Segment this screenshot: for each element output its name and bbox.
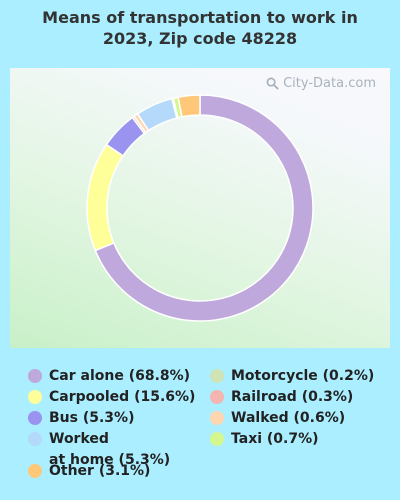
magnifier-icon bbox=[266, 77, 279, 90]
legend-label: Car alone (68.8%) bbox=[49, 368, 191, 384]
legend-swatch bbox=[28, 390, 42, 404]
legend-swatch bbox=[210, 411, 224, 425]
legend-swatch bbox=[28, 369, 42, 383]
legend-swatch bbox=[210, 390, 224, 404]
chart-title: Means of transportation to work in 2023,… bbox=[0, 7, 400, 49]
legend-swatch bbox=[28, 464, 42, 478]
slice-car-alone bbox=[94, 94, 314, 322]
legend-item-worked-at-home: Worked at home (5.3%) bbox=[28, 429, 170, 471]
legend-item-other: Other (3.1%) bbox=[28, 461, 150, 482]
legend-label: Bus (5.3%) bbox=[49, 410, 135, 426]
plot-area: City-Data.com bbox=[10, 68, 390, 348]
legend-item-taxi: Taxi (0.7%) bbox=[210, 429, 319, 450]
donut-chart bbox=[86, 94, 314, 322]
legend-swatch bbox=[28, 411, 42, 425]
legend-label: Worked at home (5.3%) bbox=[49, 431, 171, 468]
legend-item-carpooled: Carpooled (15.6%) bbox=[28, 387, 195, 408]
legend-label: Motorcycle (0.2%) bbox=[231, 368, 375, 384]
legend-label: Railroad (0.3%) bbox=[231, 389, 354, 405]
slice-carpooled bbox=[86, 143, 125, 252]
slice-other bbox=[177, 94, 201, 118]
legend-item-bus: Bus (5.3%) bbox=[28, 408, 134, 429]
legend-item-railroad: Railroad (0.3%) bbox=[210, 387, 353, 408]
legend-item-car-alone: Car alone (68.8%) bbox=[28, 366, 190, 387]
legend-label: Taxi (0.7%) bbox=[231, 431, 319, 447]
legend-label: Other (3.1%) bbox=[49, 463, 151, 479]
watermark-text: City-Data.com bbox=[283, 76, 376, 91]
legend-label: Walked (0.6%) bbox=[231, 410, 346, 426]
chart-title-line-2: 2023, Zip code 48228 bbox=[102, 29, 298, 48]
chart-title-line-1: Means of transportation to work in bbox=[42, 8, 358, 27]
legend-item-motorcycle: Motorcycle (0.2%) bbox=[210, 366, 374, 387]
watermark: City-Data.com bbox=[266, 76, 376, 91]
legend-label: Carpooled (15.6%) bbox=[49, 389, 196, 405]
legend-swatch bbox=[210, 369, 224, 383]
legend-item-walked: Walked (0.6%) bbox=[210, 408, 345, 429]
legend-swatch bbox=[28, 432, 42, 446]
legend-swatch bbox=[210, 432, 224, 446]
